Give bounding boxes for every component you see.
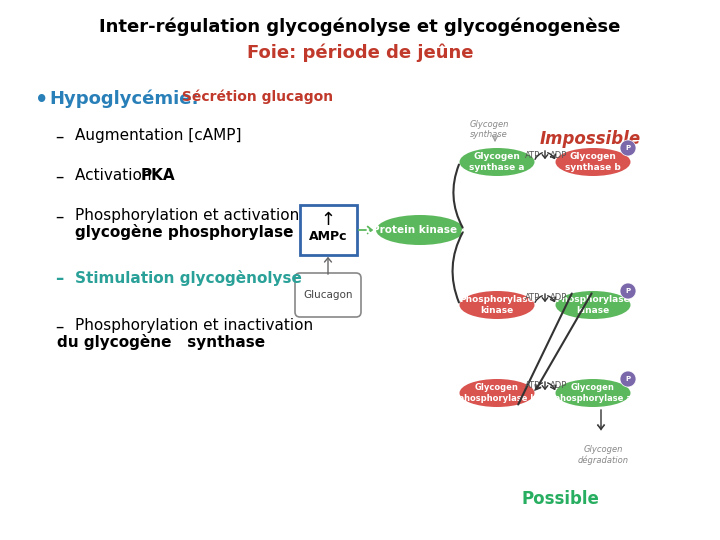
Text: Glycogen
synthase b: Glycogen synthase b — [565, 152, 621, 172]
Text: Protein kinase A: Protein kinase A — [372, 225, 469, 235]
Text: ATP: ATP — [525, 294, 540, 302]
Text: Glycogen
synthase: Glycogen synthase — [469, 120, 509, 139]
Text: Phosphorylase
kinase: Phosphorylase kinase — [556, 295, 631, 315]
Text: Glycogen
synthase a: Glycogen synthase a — [469, 152, 525, 172]
Text: ADP: ADP — [550, 151, 567, 159]
Circle shape — [620, 140, 636, 156]
Text: glycogène phosphorylase: glycogène phosphorylase — [75, 224, 294, 240]
Text: Inter-régulation glycogénolyse et glycogénogenèse: Inter-régulation glycogénolyse et glycog… — [99, 18, 621, 37]
Ellipse shape — [556, 148, 631, 176]
Text: Augmentation [cAMP]: Augmentation [cAMP] — [75, 128, 241, 143]
Ellipse shape — [376, 215, 464, 245]
Text: ADP: ADP — [550, 381, 567, 390]
FancyBboxPatch shape — [295, 273, 361, 317]
Text: ↑: ↑ — [320, 211, 336, 229]
Ellipse shape — [556, 291, 631, 319]
Ellipse shape — [556, 379, 631, 407]
Text: Phosphorylase
kinase: Phosphorylase kinase — [459, 295, 534, 315]
Text: P: P — [626, 376, 631, 382]
Text: Possible: Possible — [521, 490, 599, 508]
Text: ADP: ADP — [550, 294, 567, 302]
Text: Glucagon: Glucagon — [303, 290, 353, 300]
Text: Phosphorylation et activation: Phosphorylation et activation — [75, 208, 300, 223]
Text: –: – — [55, 318, 63, 336]
Text: du glycogène   synthase: du glycogène synthase — [57, 334, 265, 350]
Text: Impossible: Impossible — [539, 130, 641, 148]
Text: Foie: période de jeûne: Foie: période de jeûne — [247, 44, 473, 63]
Ellipse shape — [459, 379, 534, 407]
Text: AMPc: AMPc — [309, 231, 347, 244]
Text: –: – — [55, 128, 63, 146]
Text: Activation: Activation — [75, 168, 156, 183]
Text: Glycogen
phosphorylase b: Glycogen phosphorylase b — [458, 383, 536, 403]
Text: Sécrétion glucagon: Sécrétion glucagon — [177, 90, 333, 105]
Circle shape — [620, 371, 636, 387]
Text: Glycogen
phosphorylase a: Glycogen phosphorylase a — [554, 383, 632, 403]
Text: PKA: PKA — [141, 168, 176, 183]
Text: ATP: ATP — [525, 151, 540, 159]
Text: P: P — [626, 288, 631, 294]
FancyBboxPatch shape — [300, 205, 356, 255]
Circle shape — [620, 283, 636, 299]
Text: Glycogen
dégradation: Glycogen dégradation — [577, 445, 629, 465]
Ellipse shape — [459, 291, 534, 319]
Text: •: • — [35, 90, 48, 110]
Text: –: – — [55, 270, 63, 288]
Ellipse shape — [459, 148, 534, 176]
Text: –: – — [55, 208, 63, 226]
Text: ATP: ATP — [525, 381, 540, 390]
Text: P: P — [626, 145, 631, 151]
Text: Phosphorylation et inactivation: Phosphorylation et inactivation — [75, 318, 313, 333]
Text: –: – — [55, 168, 63, 186]
Text: Stimulation glycogènolyse: Stimulation glycogènolyse — [75, 270, 302, 286]
Text: Hypoglycémie:: Hypoglycémie: — [49, 90, 199, 109]
